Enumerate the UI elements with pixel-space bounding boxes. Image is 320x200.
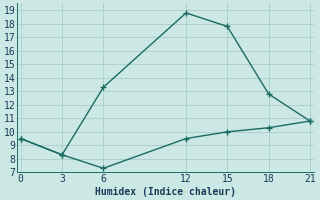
X-axis label: Humidex (Indice chaleur): Humidex (Indice chaleur) [95,186,236,197]
